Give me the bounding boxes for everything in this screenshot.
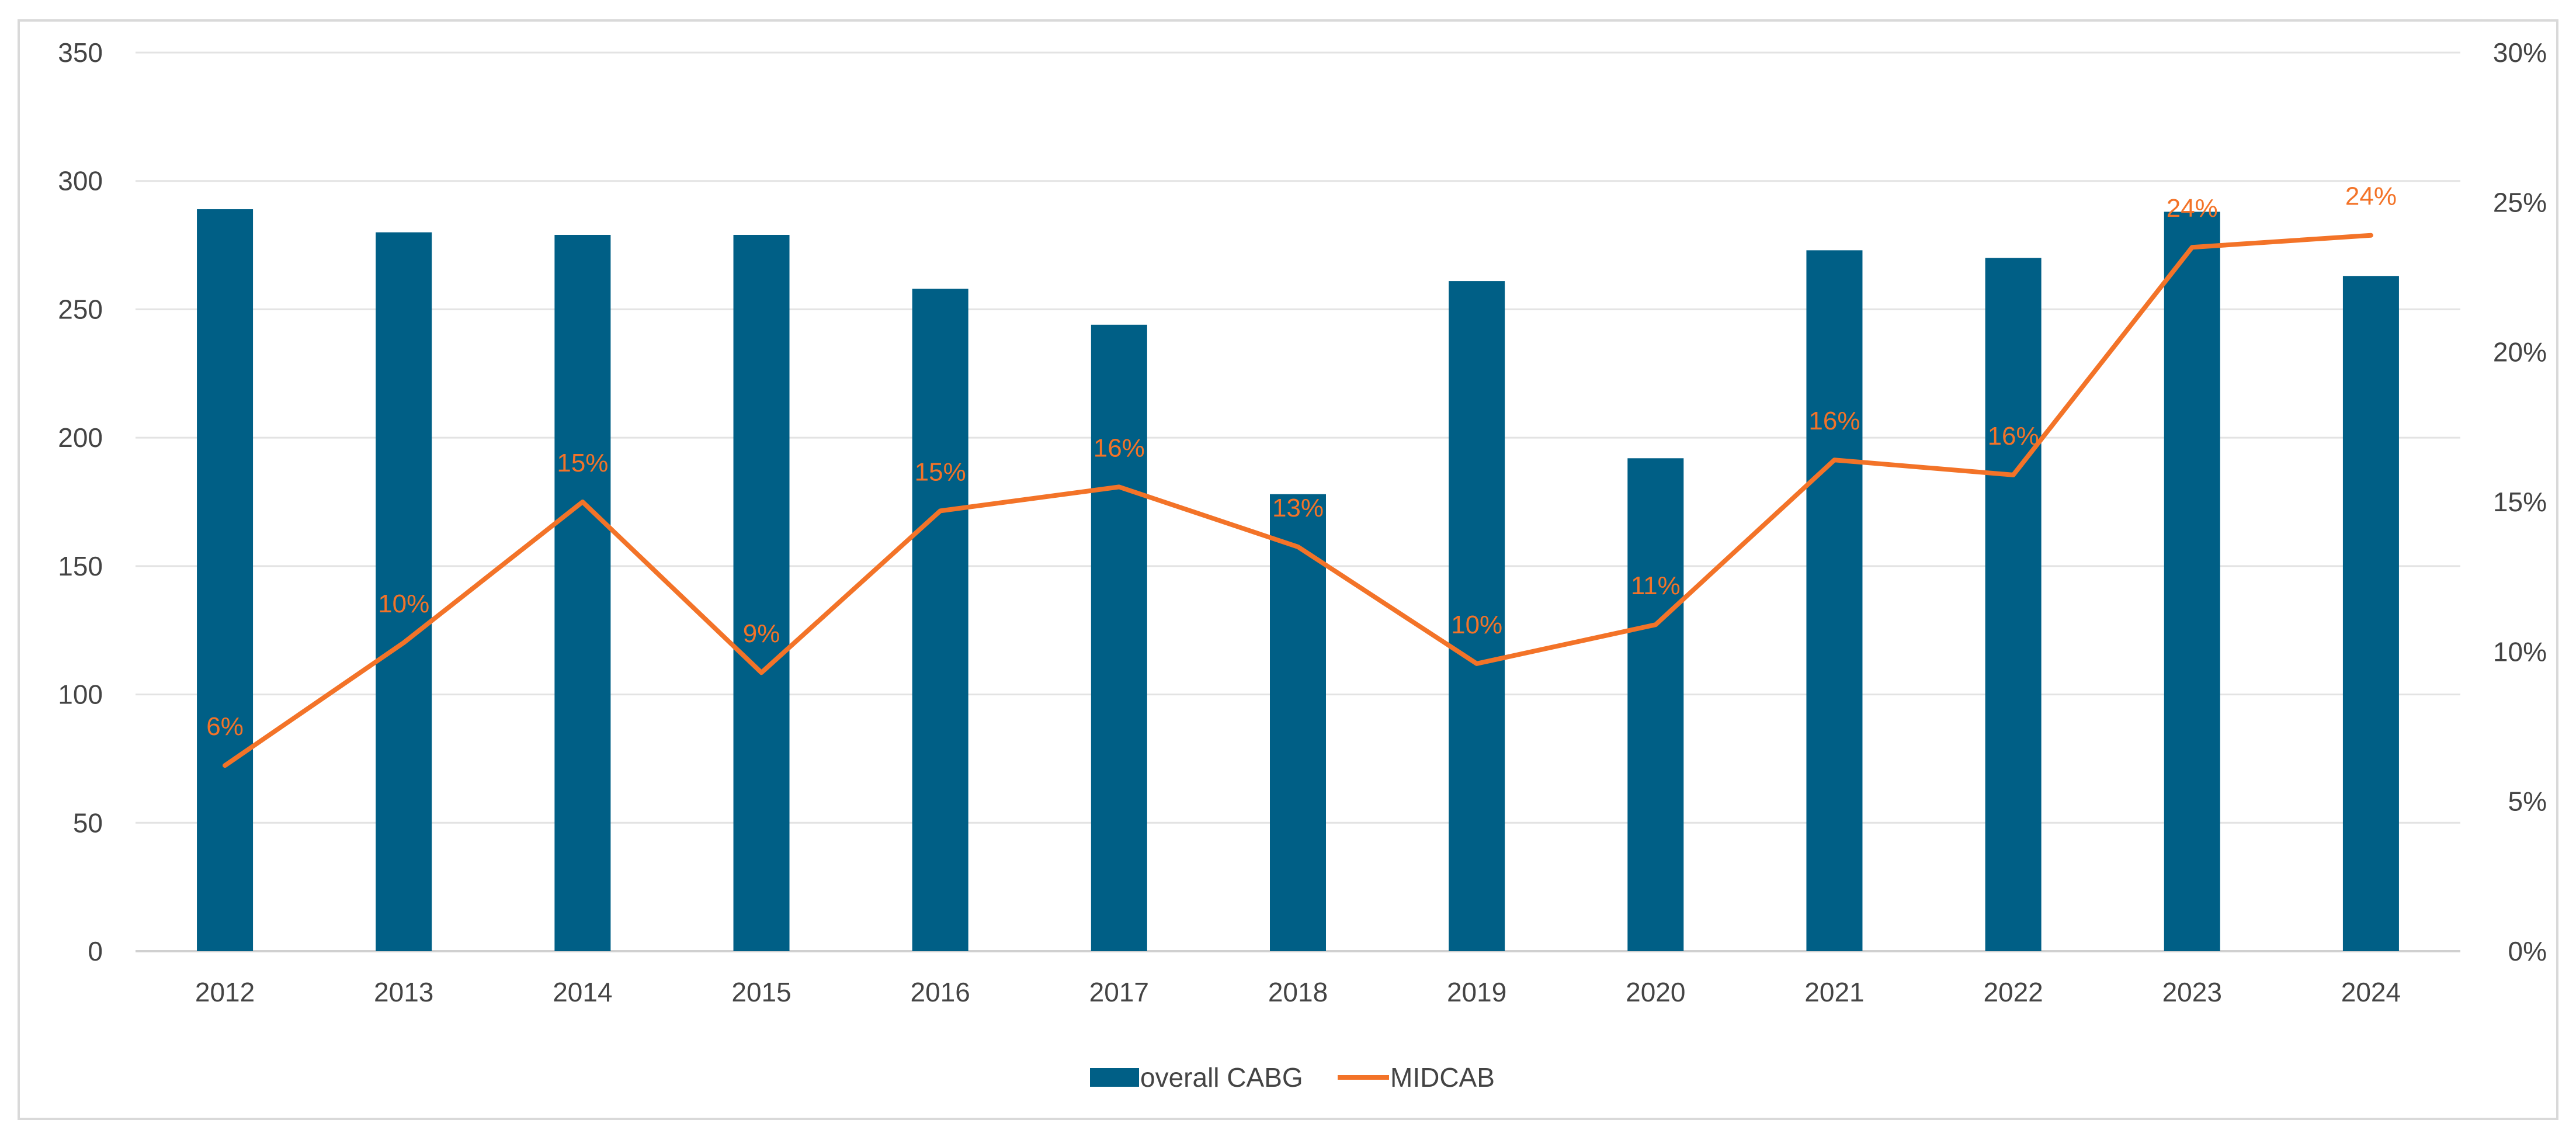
bar-2015 [733,234,790,952]
data-label-2013: 10% [378,590,429,618]
left-axis-tick-label: 50 [73,807,103,838]
legend-swatch-bar [1090,1068,1139,1087]
legend-label-line: MIDCAB [1390,1062,1495,1093]
bar-2013 [376,232,432,952]
bar-2022 [1985,258,2042,951]
bar-2017 [1091,324,1147,951]
bar-2023 [2164,212,2220,952]
left-axis-tick-label: 200 [58,422,103,453]
data-label-2014: 15% [557,449,608,477]
bar-2019 [1449,281,1505,951]
x-axis-tick-label: 2021 [1804,977,1864,1007]
x-axis-tick-label: 2018 [1268,977,1328,1007]
bar-2014 [554,234,611,952]
x-axis-tick-label: 2020 [1626,977,1685,1007]
bar-2016 [912,289,968,951]
x-axis-tick-label: 2022 [1983,977,2043,1007]
right-axis-tick-label: 20% [2493,337,2547,368]
x-axis-tick-label: 2023 [2162,977,2222,1007]
bar-2020 [1627,458,1684,951]
x-axis-tick-label: 2019 [1447,977,1506,1007]
gridlines [136,51,2460,952]
x-axis-tick-label: 2014 [553,977,612,1007]
right-axis-tick-label: 30% [2493,37,2547,68]
line-series [223,233,2373,768]
left-axis-tick-label: 250 [58,294,103,324]
left-axis-tick-label: 0 [88,936,103,966]
legend: overall CABG MIDCAB [1090,1062,1495,1093]
right-axis-tick-label: 15% [2493,487,2547,517]
x-axis-tick-label: 2015 [731,977,791,1007]
right-axis-tick-label: 0% [2508,936,2547,966]
data-label-2019: 10% [1451,611,1502,639]
x-axis-tick-label: 2013 [374,977,433,1007]
right-axis: 0% 5% 10% 15% 20% 25% 30% [2493,37,2547,966]
left-axis-tick-label: 350 [58,37,103,68]
data-label-2012: 6% [206,712,244,741]
x-axis: 2012 2013 2014 2015 2016 2017 2018 2019 2020 2021… [195,977,2401,1007]
data-label-2015: 9% [743,619,780,648]
bar-2012 [197,209,254,952]
x-axis-tick-label: 2017 [1089,977,1149,1007]
legend-label-bar: overall CABG [1140,1062,1303,1093]
left-axis-tick-label: 300 [58,166,103,196]
data-label-2018: 13% [1272,494,1324,522]
bar-2024 [2342,276,2399,951]
x-axis-tick-label: 2012 [195,977,255,1007]
right-axis-tick-label: 25% [2493,187,2547,217]
left-axis: 0 50 100 150 200 250 300 350 [58,37,103,966]
data-labels: 6% 10% 15% 9% 15% 16% 13% 10% 11% 16% 16% 24% 24% [206,182,2397,741]
data-label-2023: 24% [2167,194,2218,223]
bar-2018 [1270,494,1326,951]
x-axis-tick-label: 2016 [911,977,970,1007]
data-label-2017: 16% [1093,434,1145,462]
left-axis-tick-label: 100 [58,680,103,710]
left-axis-tick-label: 150 [58,551,103,581]
data-label-2020: 11% [1631,571,1681,600]
right-axis-tick-label: 10% [2493,636,2547,667]
data-label-2021: 16% [1808,407,1860,435]
data-label-2022: 16% [1988,422,2039,450]
bar-2021 [1806,250,1863,951]
x-axis-tick-label: 2024 [2341,977,2401,1007]
right-axis-tick-label: 5% [2508,786,2547,817]
bar-series [197,209,2399,952]
data-label-2024: 24% [2345,182,2397,211]
data-label-2016: 15% [915,457,966,486]
